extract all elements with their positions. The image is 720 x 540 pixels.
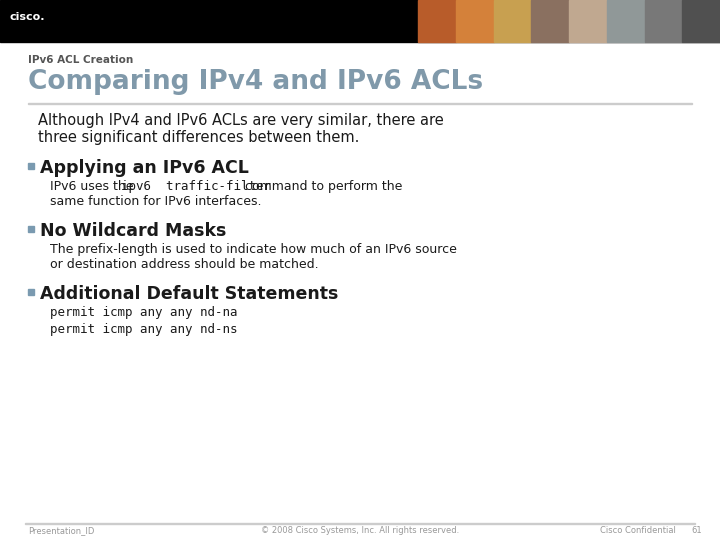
- Text: cisco.: cisco.: [10, 12, 45, 22]
- Text: 61: 61: [691, 526, 702, 535]
- Text: © 2008 Cisco Systems, Inc. All rights reserved.: © 2008 Cisco Systems, Inc. All rights re…: [261, 526, 459, 535]
- Text: permit icmp any any nd-na: permit icmp any any nd-na: [50, 306, 238, 319]
- Bar: [28, 226, 34, 232]
- Bar: [28, 289, 34, 295]
- Text: Applying an IPv6 ACL: Applying an IPv6 ACL: [40, 159, 249, 177]
- Bar: [0, 0, 720, 42]
- Text: The prefix-length is used to indicate how much of an IPv6 source: The prefix-length is used to indicate ho…: [50, 243, 457, 256]
- Text: command to perform the: command to perform the: [240, 180, 402, 193]
- Bar: [418, 0, 456, 42]
- Text: Although IPv4 and IPv6 ACLs are very similar, there are: Although IPv4 and IPv6 ACLs are very sim…: [38, 113, 444, 128]
- Text: Additional Default Statements: Additional Default Statements: [40, 285, 338, 303]
- Text: Presentation_ID: Presentation_ID: [28, 526, 94, 535]
- Text: No Wildcard Masks: No Wildcard Masks: [40, 222, 226, 240]
- Text: or destination address should be matched.: or destination address should be matched…: [50, 258, 319, 271]
- Bar: [25, 523, 695, 524]
- Text: IPv6 uses the: IPv6 uses the: [50, 180, 138, 193]
- Text: Comparing IPv4 and IPv6 ACLs: Comparing IPv4 and IPv6 ACLs: [28, 69, 483, 95]
- Bar: [531, 0, 569, 42]
- Bar: [569, 0, 607, 42]
- Bar: [28, 163, 34, 169]
- Bar: [644, 0, 683, 42]
- Text: permit icmp any any nd-ns: permit icmp any any nd-ns: [50, 323, 238, 336]
- Bar: [683, 0, 720, 42]
- Text: three significant differences between them.: three significant differences between th…: [38, 130, 359, 145]
- Bar: [607, 0, 644, 42]
- Bar: [493, 0, 531, 42]
- Text: ipv6  traffic-filter: ipv6 traffic-filter: [121, 180, 271, 193]
- Text: same function for IPv6 interfaces.: same function for IPv6 interfaces.: [50, 195, 261, 208]
- Text: Cisco Confidential: Cisco Confidential: [600, 526, 676, 535]
- Bar: [456, 0, 493, 42]
- Bar: [28, 103, 692, 104]
- Text: IPv6 ACL Creation: IPv6 ACL Creation: [28, 55, 133, 65]
